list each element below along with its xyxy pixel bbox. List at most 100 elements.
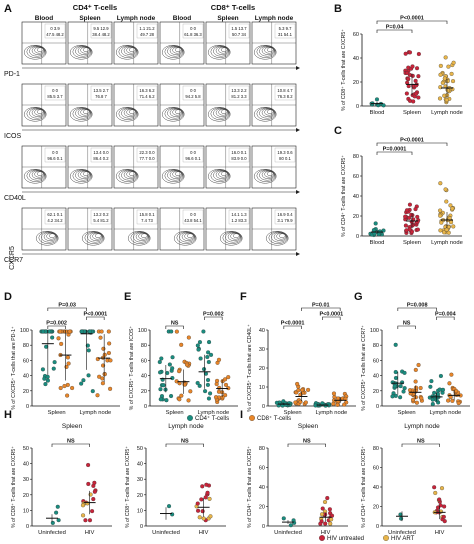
data-point bbox=[206, 340, 212, 345]
density-contour bbox=[69, 169, 93, 184]
p-value-label: P=0.002 bbox=[46, 321, 67, 327]
data-point bbox=[90, 389, 95, 394]
data-point bbox=[300, 387, 305, 393]
density-contour bbox=[87, 232, 104, 243]
data-point bbox=[202, 367, 207, 372]
flow-plot: 62.1 0.14.2 34.2 bbox=[21, 207, 67, 251]
data-point bbox=[342, 402, 347, 407]
data-point bbox=[54, 510, 59, 515]
density-contour bbox=[126, 171, 137, 178]
flow-plot: 13.5 2.776.8 7 bbox=[67, 83, 113, 127]
category-label: Lymph node bbox=[430, 410, 462, 416]
category-label: Spleen bbox=[284, 410, 302, 416]
data-point bbox=[432, 485, 437, 490]
category-label: Spleen bbox=[398, 410, 416, 416]
quadrant-box bbox=[274, 147, 296, 163]
density-contour bbox=[89, 232, 103, 241]
y-axis-label: % of CXCR5⁺ T-cells that are ICOS⁺ bbox=[129, 326, 135, 411]
data-point bbox=[161, 383, 166, 388]
data-point bbox=[406, 76, 411, 81]
y-axis-label: % of CD4⁺ T-cells that are CXCR5⁺ bbox=[341, 155, 347, 237]
p-value-label: P=0.004 bbox=[435, 312, 457, 318]
data-point bbox=[419, 396, 424, 401]
panel-letter-g: G bbox=[354, 291, 363, 303]
y-tick-label: 30 bbox=[137, 477, 143, 483]
data-point bbox=[437, 497, 442, 502]
data-point bbox=[199, 497, 204, 502]
data-point bbox=[413, 385, 419, 390]
data-point bbox=[106, 350, 111, 356]
data-point bbox=[446, 398, 451, 403]
data-point bbox=[196, 347, 201, 352]
data-point bbox=[440, 387, 446, 392]
y-tick-label: 0 bbox=[26, 524, 29, 530]
density-contour bbox=[77, 108, 91, 117]
data-point bbox=[451, 224, 456, 229]
density-contour bbox=[261, 170, 275, 179]
data-point bbox=[81, 378, 86, 383]
data-point bbox=[98, 335, 103, 340]
data-point bbox=[438, 181, 443, 186]
data-point bbox=[65, 355, 70, 360]
quadrant-box bbox=[44, 209, 66, 225]
quadrant-box bbox=[44, 147, 66, 163]
data-point bbox=[323, 521, 328, 526]
density-contour bbox=[161, 45, 185, 60]
density-contour bbox=[225, 232, 242, 243]
quadrant-value: 22.3 0.0 bbox=[139, 150, 155, 155]
data-point bbox=[281, 516, 286, 521]
data-point bbox=[47, 329, 52, 334]
data-point bbox=[186, 398, 191, 403]
data-point bbox=[62, 383, 67, 389]
significance-bracket bbox=[401, 443, 440, 447]
y-tick-label: 10 bbox=[23, 508, 29, 514]
density-contour bbox=[41, 232, 58, 243]
density-contour bbox=[261, 108, 275, 117]
density-contour bbox=[118, 45, 138, 58]
data-point bbox=[390, 394, 395, 399]
density-contour bbox=[29, 108, 46, 119]
data-point bbox=[331, 391, 337, 396]
data-point bbox=[306, 387, 311, 392]
data-point bbox=[293, 400, 298, 405]
density-contour bbox=[218, 47, 229, 54]
quadrant-value: 4.2 34.2 bbox=[47, 218, 63, 223]
legend-label: HIV untreated bbox=[327, 536, 364, 542]
flow-plot: 22.3 0.077.7 0.0 bbox=[113, 145, 159, 189]
p-value-label: NS bbox=[403, 321, 411, 327]
density-contour bbox=[179, 232, 196, 243]
quadrant-box bbox=[228, 23, 250, 39]
panel-title: Spleen bbox=[62, 423, 83, 430]
flow-plot: 1.1 21.249.7 28 bbox=[113, 21, 159, 65]
data-point bbox=[410, 64, 415, 69]
data-point bbox=[91, 483, 96, 488]
density-contour bbox=[84, 231, 104, 244]
quadrant-box bbox=[182, 147, 204, 163]
panel-b: 0 20 40 60 % of CD8⁺ T-cells that are CXCR5⁺… bbox=[341, 16, 463, 117]
density-contour bbox=[227, 232, 241, 241]
data-point bbox=[414, 66, 420, 71]
data-point bbox=[86, 481, 91, 486]
data-point bbox=[410, 73, 415, 78]
panel-d: 0 20 40 60 80 100% of CXCR5⁺ T-cells that are… bbox=[11, 303, 120, 416]
flow-plot: 0 061.8 36.3 bbox=[159, 21, 205, 65]
panel-e: 0 20 40 60 80 100% of CXCR5⁺ T-cells that are… bbox=[129, 312, 238, 416]
data-point bbox=[443, 55, 448, 60]
y-axis-label: % of CXCR5⁺ T-cells that are CD40L⁺ bbox=[247, 324, 253, 412]
significance-bracket bbox=[376, 151, 413, 155]
density-contour bbox=[36, 171, 44, 176]
y-tick-label: 20 bbox=[353, 214, 359, 220]
data-point bbox=[196, 508, 201, 513]
data-point bbox=[404, 228, 409, 233]
legend-swatch bbox=[249, 415, 255, 421]
data-point bbox=[402, 370, 407, 375]
data-point bbox=[81, 513, 86, 518]
data-point bbox=[446, 64, 451, 69]
density-contour bbox=[184, 233, 195, 240]
data-point bbox=[428, 384, 433, 389]
density-contour bbox=[75, 46, 92, 57]
y-tick-label: 40 bbox=[353, 56, 359, 62]
data-point bbox=[303, 400, 308, 405]
y-tick-label: 0 bbox=[376, 404, 379, 410]
data-point bbox=[393, 393, 398, 398]
